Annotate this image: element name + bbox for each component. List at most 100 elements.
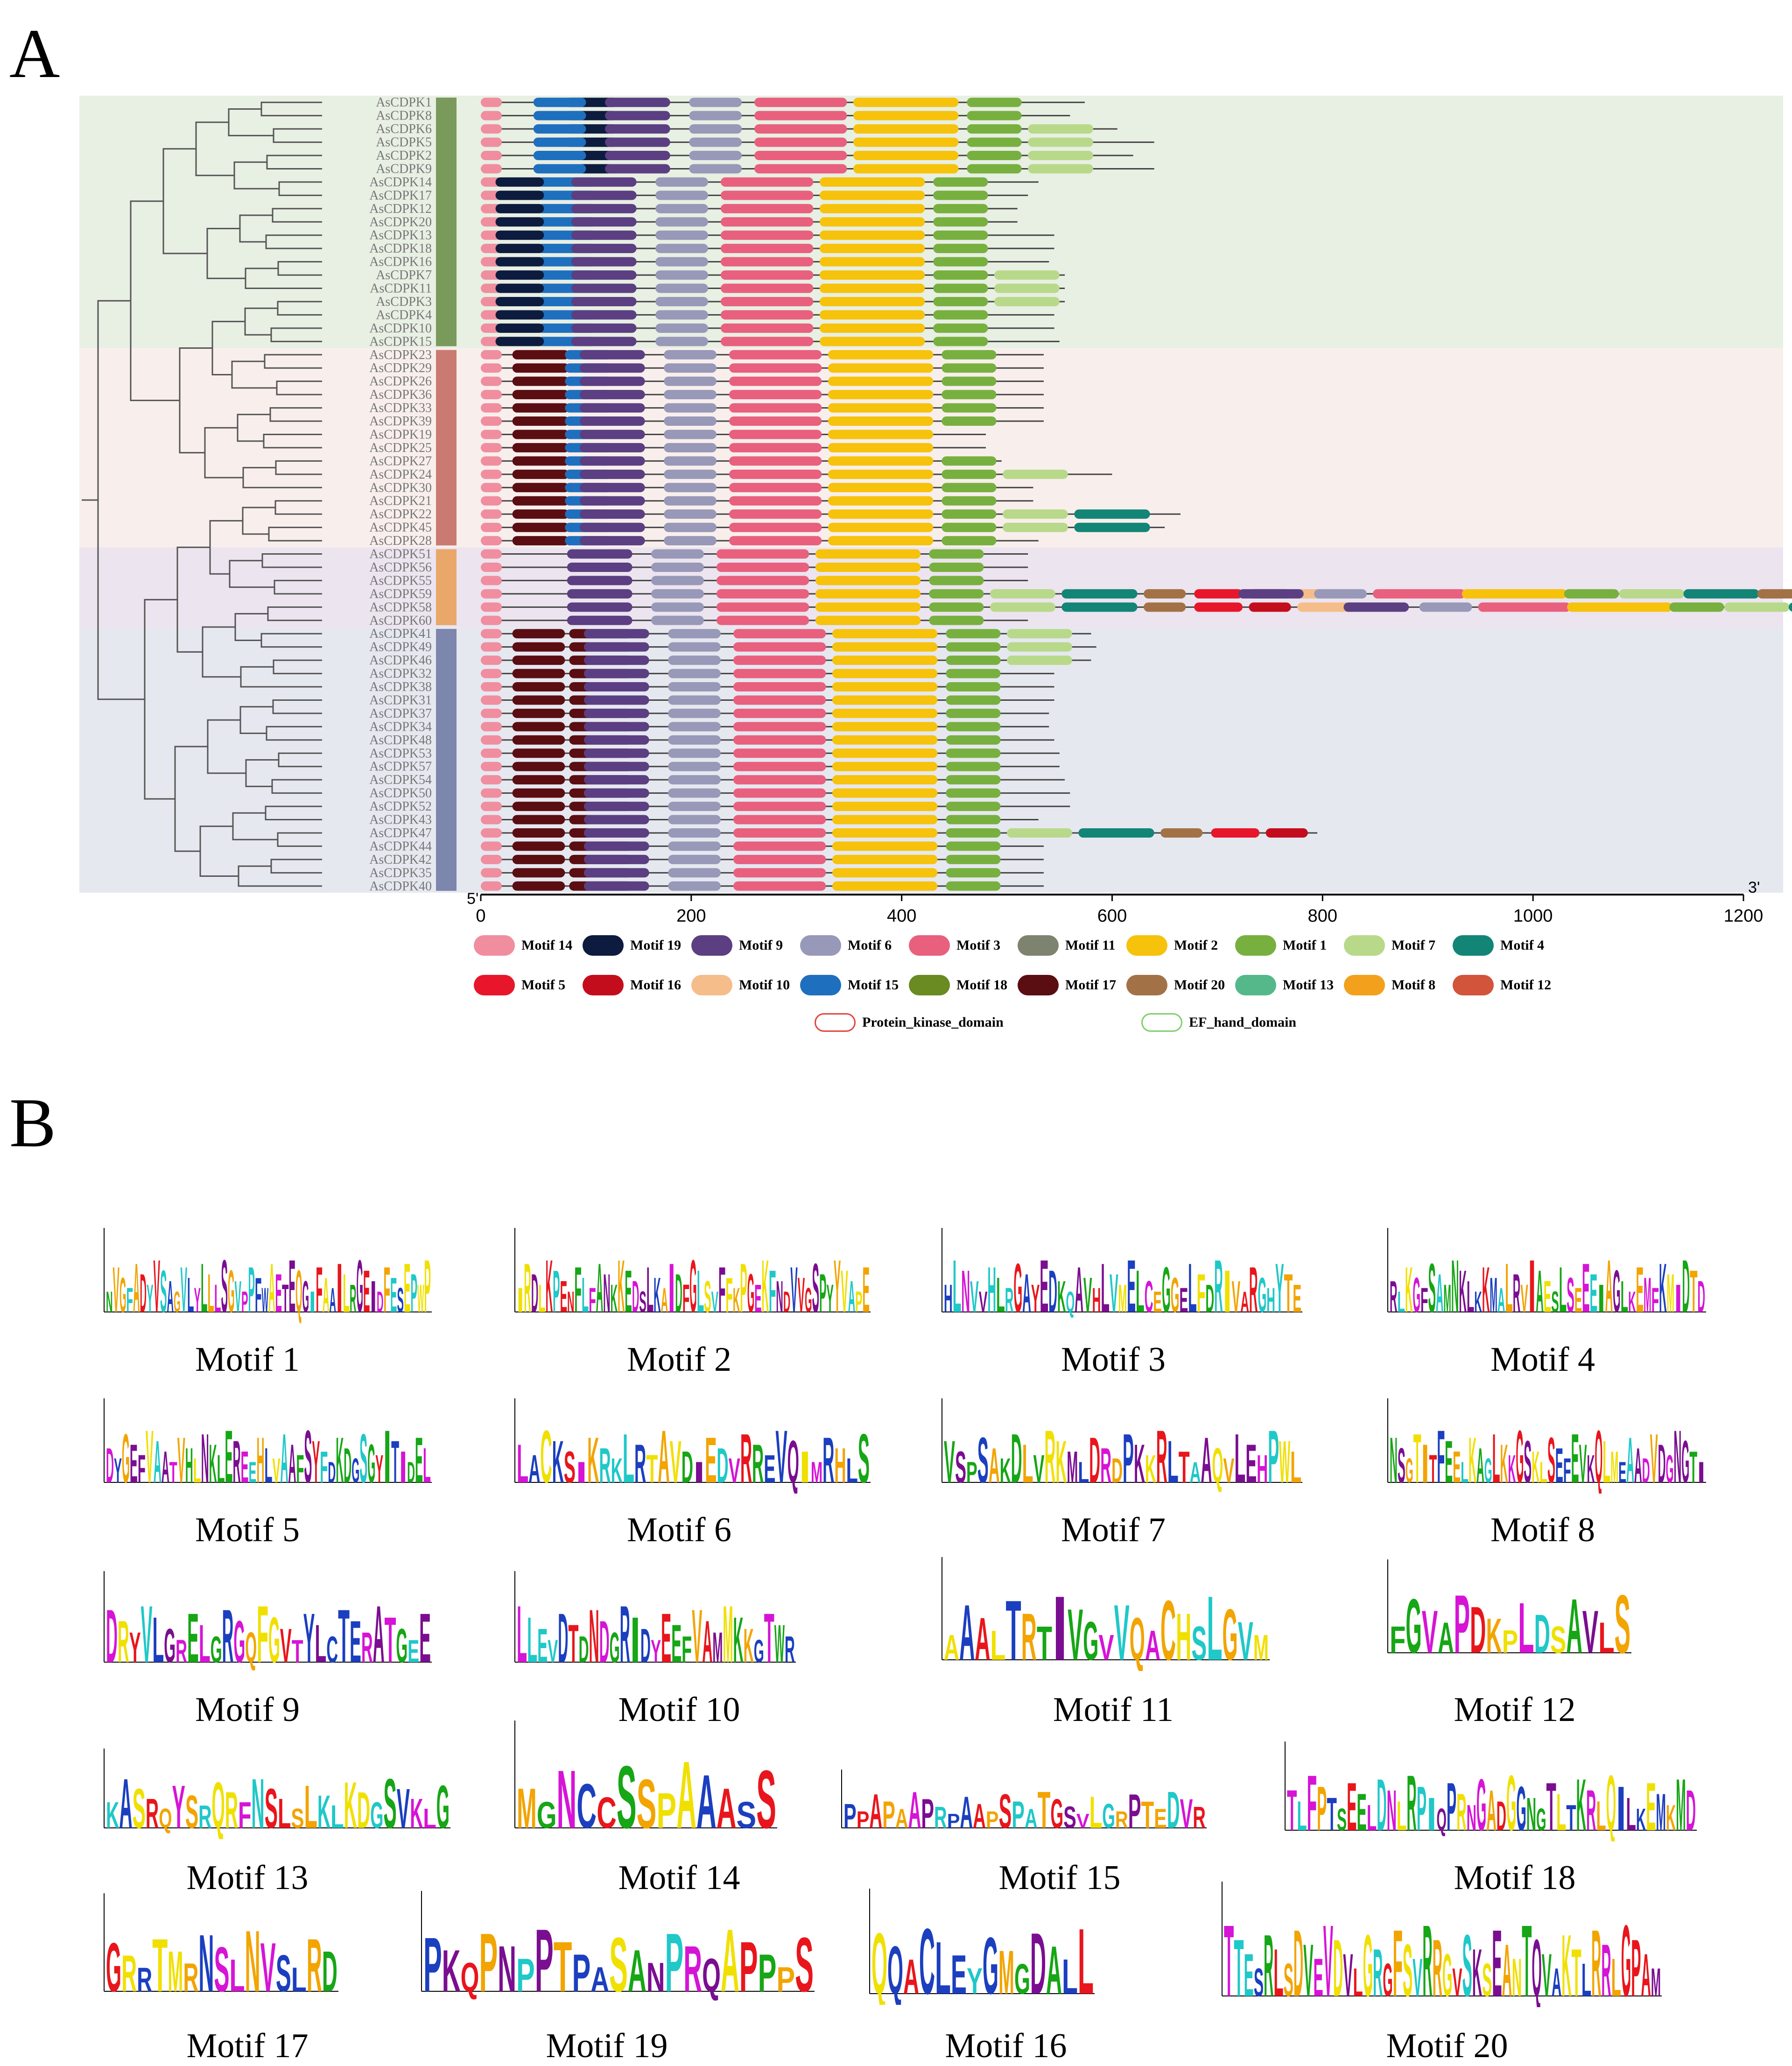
legend-swatch: [583, 935, 624, 956]
motif-block-m1: [967, 124, 1022, 134]
legend-label: Motif 14: [521, 938, 573, 953]
logo-letter: C: [540, 1415, 552, 1494]
logo-letter: D: [1534, 1603, 1550, 1664]
logo-letter: Y: [826, 1276, 833, 1320]
logo-letter: A: [975, 1605, 990, 1671]
logo-letter: N: [647, 1954, 665, 2000]
motif-block-m1: [933, 283, 988, 293]
logo-letter: H: [185, 1438, 193, 1493]
logo-letter: S: [617, 1748, 637, 1839]
motif-caption: Motif 9: [195, 1691, 300, 1729]
logo-letter: D: [1377, 1764, 1386, 1841]
logo-letter: S: [133, 1777, 146, 1839]
logo-letter: I: [517, 1281, 524, 1319]
logo-letter: G: [1162, 1254, 1171, 1323]
motif-block-m15: [533, 124, 586, 134]
logo-letter: E: [275, 1262, 282, 1323]
logo-letter: L: [217, 1446, 225, 1491]
motif-block-m3: [1478, 602, 1571, 612]
motif-block-m2: [828, 536, 934, 546]
logo-letter: P: [855, 1286, 862, 1319]
logo-letter: P: [1502, 1623, 1518, 1660]
gene-label: AsCDPK1: [376, 95, 432, 110]
logo-letter: R: [683, 1932, 702, 2003]
motif-block-m3: [720, 270, 814, 280]
logo-letter: F: [316, 1254, 323, 1323]
logo-letter: Y: [312, 1429, 320, 1494]
motif-block-m10: [1297, 602, 1358, 612]
logo-letter: L: [214, 1276, 221, 1320]
motif-block-m3: [729, 509, 822, 519]
motif-block-m6: [668, 669, 721, 678]
logo-letter: S: [397, 1281, 404, 1319]
motif-block-m2: [832, 735, 938, 745]
motif-block-m9: [579, 416, 645, 426]
logo-letter: R: [1586, 1778, 1596, 1841]
protein-row: AsCDPK30: [369, 480, 1033, 495]
logo-letter: M: [723, 1589, 733, 1673]
logo-letter: T: [1413, 1419, 1421, 1494]
logo-letter: Y: [1275, 1249, 1284, 1323]
logo-letter: S: [291, 1803, 304, 1834]
gene-label: AsCDPK4: [376, 308, 432, 322]
motif-block-m3: [729, 443, 822, 452]
motif-block-m4: [1074, 509, 1150, 519]
motif-block-m17: [512, 841, 565, 851]
logo-letter: P: [241, 1286, 248, 1319]
motif-block-m2: [832, 868, 938, 878]
logo-letter: L: [1539, 1456, 1547, 1489]
logo-letter: T: [1037, 1616, 1052, 1670]
logo-letter: W: [774, 1614, 785, 1673]
protein-row: AsCDPK39: [369, 414, 1044, 429]
logo-letter: E: [863, 1254, 870, 1323]
logo-letter: E: [225, 1415, 233, 1494]
logo-letter: A: [721, 1911, 739, 2003]
motif-block-m9: [583, 748, 649, 758]
logo-letter: G: [754, 1634, 764, 1669]
domain-legend-item: Protein_kinase_domain: [815, 1013, 1004, 1032]
motif-block-m9: [604, 151, 670, 161]
logo-letter: V: [1098, 1628, 1114, 1668]
motif-block-m2: [828, 403, 934, 413]
logo-letter: C: [576, 1770, 597, 1839]
motif-block-m17: [512, 469, 569, 479]
motif-block-m6: [689, 164, 742, 174]
logo-letter: D: [675, 1262, 682, 1323]
logo-letter: R: [1264, 1916, 1273, 2007]
legend-item-m4: Motif 4: [1453, 931, 1544, 959]
gene-label: AsCDPK19: [369, 427, 432, 442]
gene-label: AsCDPK31: [369, 693, 432, 707]
motif-block-m9: [583, 629, 649, 639]
motif-block-m17: [512, 669, 565, 678]
logo-letter: V: [1068, 1594, 1083, 1671]
motif-block-m2: [832, 762, 938, 771]
logo-letter: S: [160, 1258, 167, 1323]
motif-block-m3: [729, 469, 822, 479]
motif-block-m3: [716, 562, 809, 572]
logo-letter: T: [282, 1276, 289, 1320]
motif-block-m3: [754, 151, 847, 161]
motif-block-m6: [655, 190, 708, 200]
logo-letter: L: [152, 1604, 164, 1673]
logo-letter: D: [783, 1286, 790, 1319]
logo-letter: L: [538, 1276, 545, 1320]
protein-row: AsCDPK2: [376, 148, 1133, 163]
logo-letter: A: [1497, 1281, 1505, 1319]
logo-letter: K: [762, 1244, 769, 1323]
logo-letter: I: [1674, 1276, 1682, 1320]
logo-letter: P: [740, 1249, 747, 1323]
logo-letter: K: [336, 1424, 344, 1494]
logo-letter: S: [221, 1244, 228, 1323]
legend-label: Motif 16: [630, 977, 682, 993]
logo-letter: S: [795, 1922, 814, 2003]
motif-block-m14: [481, 576, 502, 585]
motif-block-m6: [668, 682, 721, 692]
logo-letter: G: [1506, 1759, 1516, 1841]
gene-label: AsCDPK14: [369, 175, 432, 190]
logo-letter: K: [1666, 1797, 1676, 1838]
motif-caption: Motif 10: [618, 1691, 740, 1729]
gene-label: AsCDPK28: [369, 534, 432, 548]
motif-block-m2: [853, 164, 959, 174]
logo-letter: L: [1167, 1429, 1179, 1494]
logo-letter: P: [248, 1254, 255, 1323]
